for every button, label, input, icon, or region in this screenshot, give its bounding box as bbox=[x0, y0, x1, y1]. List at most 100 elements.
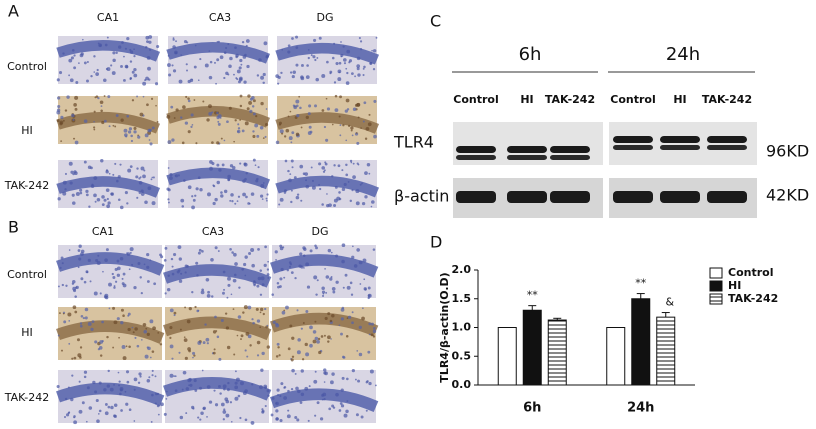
cell bbox=[185, 63, 188, 66]
cell bbox=[62, 119, 65, 122]
cell bbox=[295, 195, 300, 200]
cell bbox=[173, 375, 176, 377]
cell bbox=[289, 324, 293, 328]
cell bbox=[296, 193, 300, 196]
cell bbox=[326, 193, 328, 195]
cell bbox=[305, 262, 310, 267]
cell bbox=[88, 205, 91, 208]
cell bbox=[142, 174, 146, 179]
cell-layer bbox=[56, 252, 165, 276]
cell bbox=[122, 314, 125, 317]
cell bbox=[233, 140, 235, 143]
cell bbox=[370, 322, 374, 326]
band bbox=[507, 146, 547, 153]
cell bbox=[136, 196, 139, 199]
cell bbox=[147, 186, 152, 191]
cell bbox=[138, 180, 143, 185]
cell bbox=[214, 197, 218, 202]
cell bbox=[313, 275, 318, 280]
cell bbox=[248, 101, 252, 105]
lane-label: Control bbox=[453, 93, 498, 106]
cell bbox=[112, 51, 116, 55]
cell bbox=[138, 191, 142, 194]
cell bbox=[117, 175, 121, 179]
cell bbox=[371, 200, 375, 204]
cell bbox=[223, 76, 226, 80]
cell bbox=[280, 71, 283, 75]
cell bbox=[185, 412, 188, 415]
cell bbox=[102, 270, 104, 273]
cell bbox=[307, 56, 310, 60]
cell bbox=[351, 321, 354, 325]
cell bbox=[348, 59, 353, 63]
cell bbox=[174, 389, 178, 393]
cell bbox=[97, 97, 100, 100]
cell bbox=[201, 250, 204, 253]
cell bbox=[123, 128, 128, 133]
cell bbox=[193, 379, 197, 383]
cell bbox=[169, 344, 174, 349]
cell bbox=[361, 316, 365, 321]
cell bbox=[136, 167, 139, 170]
legend-label: TAK-242 bbox=[728, 292, 778, 305]
cell bbox=[304, 342, 308, 347]
cell-layer bbox=[275, 112, 380, 134]
cell bbox=[240, 338, 242, 340]
cell bbox=[245, 44, 248, 48]
cell bbox=[300, 76, 305, 81]
cell bbox=[191, 195, 194, 198]
cell bbox=[108, 307, 111, 310]
cell bbox=[352, 162, 355, 165]
cell bbox=[349, 159, 353, 163]
cell bbox=[321, 294, 325, 297]
cell bbox=[71, 282, 75, 285]
cell bbox=[245, 172, 248, 175]
cell bbox=[60, 140, 63, 143]
cell bbox=[98, 346, 103, 350]
cell bbox=[349, 281, 353, 285]
column-label: DG bbox=[317, 11, 334, 24]
cell bbox=[157, 413, 160, 416]
cell bbox=[182, 370, 187, 375]
cell bbox=[283, 191, 287, 194]
cell bbox=[300, 327, 303, 330]
cell bbox=[208, 400, 213, 404]
cell bbox=[303, 247, 307, 251]
cell bbox=[275, 322, 279, 326]
cell bbox=[266, 193, 269, 196]
cell bbox=[327, 312, 331, 316]
cell bbox=[131, 70, 135, 74]
cell bbox=[209, 60, 213, 64]
cell bbox=[275, 355, 279, 358]
cell bbox=[70, 170, 74, 174]
cell bbox=[343, 413, 348, 418]
cell bbox=[258, 385, 263, 390]
cell bbox=[318, 162, 322, 166]
cell bbox=[93, 291, 98, 296]
cell bbox=[79, 346, 83, 349]
cell bbox=[95, 72, 99, 76]
cell bbox=[364, 137, 368, 140]
cell bbox=[267, 394, 270, 398]
cell bbox=[86, 60, 89, 64]
cell bbox=[140, 292, 143, 295]
cell bbox=[106, 204, 111, 209]
cell bbox=[290, 388, 294, 391]
cell bbox=[222, 291, 225, 295]
cell bbox=[296, 114, 300, 118]
cell bbox=[111, 272, 114, 276]
cell bbox=[197, 341, 202, 345]
cell bbox=[80, 252, 84, 256]
cell bbox=[342, 58, 347, 62]
cell bbox=[145, 327, 148, 330]
cell bbox=[222, 410, 227, 414]
cell bbox=[85, 189, 89, 193]
cell bbox=[98, 413, 100, 415]
cell bbox=[274, 250, 278, 254]
cell bbox=[191, 78, 193, 81]
cell bbox=[363, 278, 366, 281]
cell bbox=[129, 60, 133, 63]
cell bbox=[242, 311, 245, 314]
cell bbox=[243, 162, 247, 166]
